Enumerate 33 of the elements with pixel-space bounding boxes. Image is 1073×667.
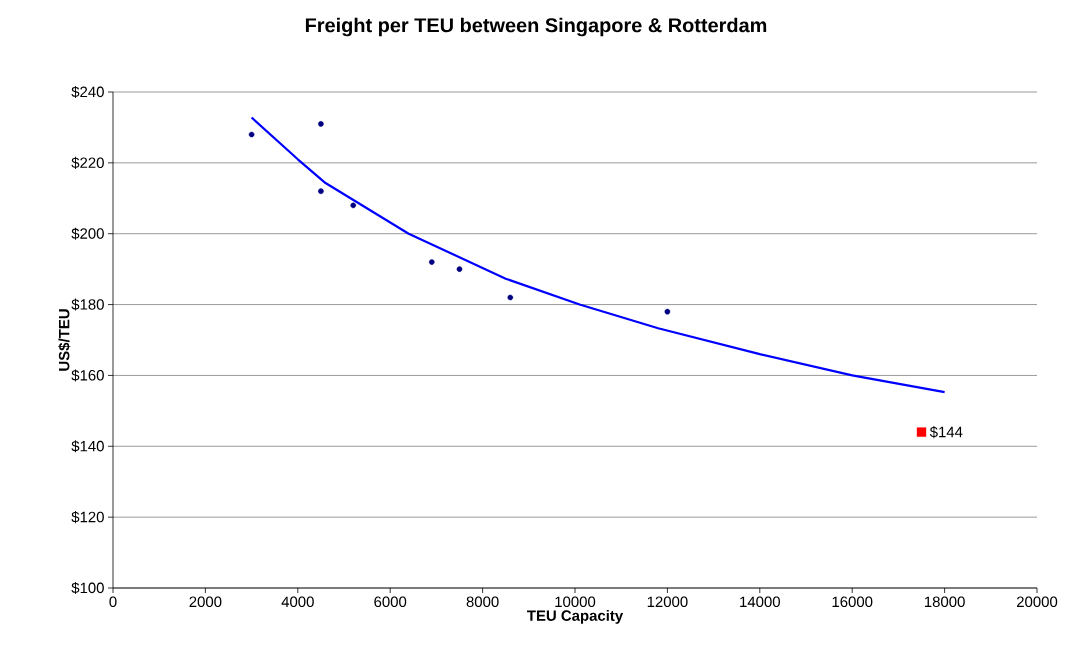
y-tick-label: $180 bbox=[71, 298, 104, 311]
x-tick-label: 2000 bbox=[189, 596, 222, 608]
x-axis-title: TEU Capacity bbox=[527, 609, 624, 624]
x-tick-label: 6000 bbox=[374, 596, 407, 608]
y-tick-label: $120 bbox=[71, 511, 104, 524]
point bbox=[350, 202, 357, 209]
y-tick-label: $100 bbox=[71, 581, 104, 595]
point bbox=[318, 121, 324, 127]
x-tick-label: 16000 bbox=[832, 596, 873, 608]
point bbox=[664, 308, 671, 315]
x-tick-label: 18000 bbox=[924, 596, 965, 608]
chart-title: Freight per TEU between Singapore & Rotterdam bbox=[305, 17, 767, 37]
data-label: $144 bbox=[929, 426, 963, 439]
point bbox=[507, 294, 514, 301]
y-tick-label: $220 bbox=[71, 156, 104, 169]
x-tick-label: 14000 bbox=[740, 596, 780, 608]
line-series bbox=[250, 116, 946, 394]
point bbox=[456, 266, 463, 272]
x-tick-label: 4000 bbox=[281, 596, 314, 608]
y-tick-label: $200 bbox=[71, 227, 104, 240]
x-tick-label: 10000 bbox=[555, 596, 596, 608]
x-tick-label: 20000 bbox=[1016, 596, 1058, 608]
y-axis-title: US$/TEU bbox=[58, 309, 71, 371]
x-tick-label: 12000 bbox=[647, 596, 688, 608]
point bbox=[428, 259, 435, 265]
y-tick-label: $160 bbox=[71, 369, 104, 382]
x-tick-label: 0 bbox=[109, 596, 117, 608]
point bbox=[318, 188, 324, 194]
point bbox=[916, 427, 927, 437]
x-tick-label: 8000 bbox=[466, 596, 499, 608]
y-tick-label: $240 bbox=[71, 85, 104, 99]
y-tick-label: $140 bbox=[71, 440, 104, 453]
point bbox=[248, 131, 255, 138]
